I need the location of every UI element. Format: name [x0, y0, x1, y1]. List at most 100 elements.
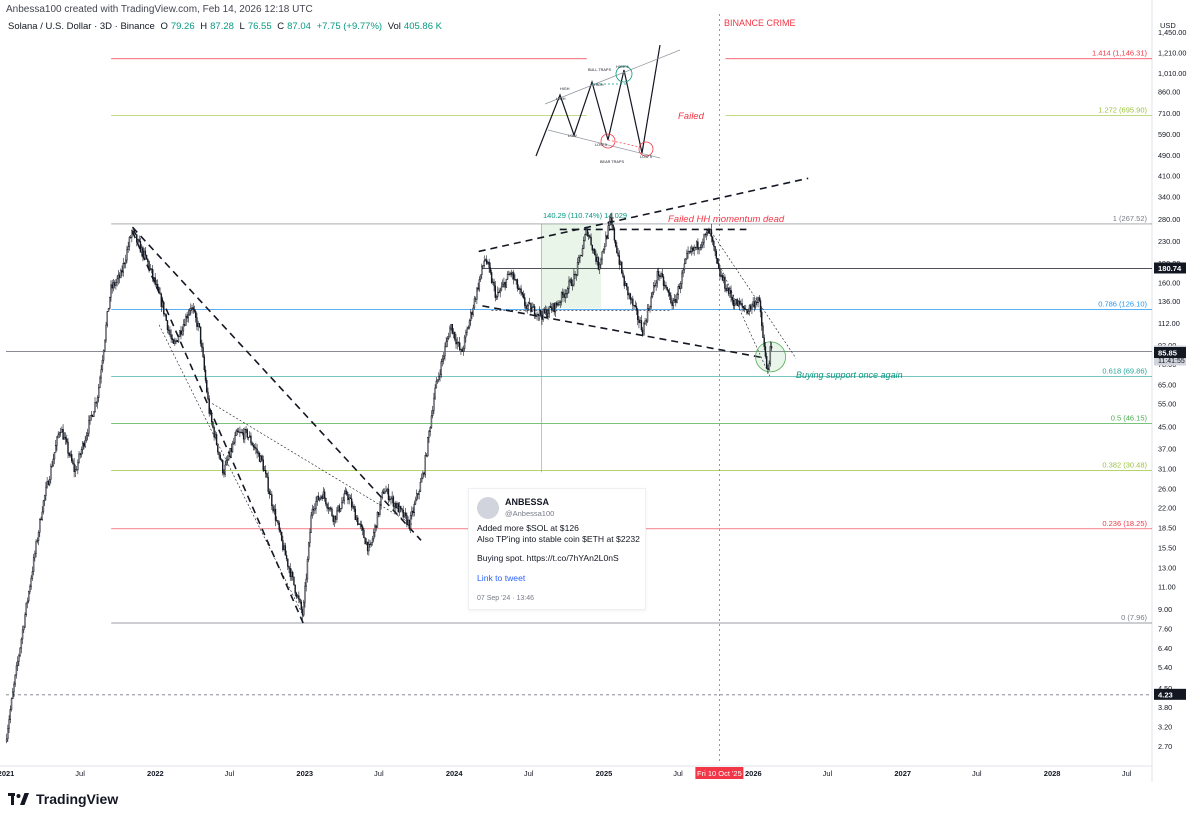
candle — [13, 681, 15, 698]
candle — [219, 452, 221, 461]
candle — [391, 491, 393, 504]
tweet-avatar — [477, 497, 499, 519]
candle-body — [532, 306, 535, 308]
candle-body — [440, 361, 442, 375]
candle — [190, 303, 192, 316]
candle-body — [83, 442, 85, 447]
candle — [624, 280, 627, 287]
candle-body — [735, 299, 737, 305]
candle — [39, 518, 41, 537]
tweet-card[interactable]: ANBESSA @Anbessa100 Added more $SOL at $… — [468, 488, 646, 610]
candle-body — [159, 292, 161, 295]
candle-body — [757, 297, 759, 303]
candle — [43, 494, 46, 506]
dashed-trendline — [131, 231, 304, 624]
candle — [548, 306, 551, 318]
candle — [139, 237, 142, 253]
candle — [688, 250, 691, 255]
candle — [458, 337, 461, 351]
candle — [96, 395, 99, 409]
candle-body — [718, 263, 720, 269]
candle-body — [382, 491, 385, 494]
candle — [504, 281, 506, 291]
candle — [751, 303, 753, 314]
candle-body — [552, 303, 554, 311]
candle-body — [522, 294, 525, 298]
inset-label: HIGH — [594, 83, 604, 87]
candle-body — [401, 508, 403, 511]
candle-body — [666, 287, 668, 291]
x-tick-label: 2026 — [745, 769, 762, 778]
candle-body — [569, 279, 571, 282]
candle — [707, 230, 709, 237]
candle-body — [403, 512, 406, 518]
candle — [148, 260, 150, 273]
time-axis[interactable]: 2021 Jul 2022 Jul 2023 Jul 2024 Jul 2025 Jul 2026 J… — [0, 767, 1132, 779]
candle-body — [493, 281, 495, 287]
candle — [684, 258, 687, 265]
candle-body — [138, 239, 140, 242]
candle-body — [579, 255, 581, 258]
candle-body — [457, 342, 460, 344]
candle-body — [422, 472, 424, 479]
candle — [174, 337, 176, 347]
candle — [61, 426, 63, 433]
candle — [466, 326, 468, 336]
candle — [307, 541, 310, 563]
candle — [154, 272, 156, 287]
candle — [748, 304, 751, 316]
candle — [326, 502, 328, 512]
candle — [182, 319, 185, 336]
candle — [632, 295, 634, 310]
candle-body — [441, 358, 444, 362]
candle-body — [380, 497, 382, 505]
candle — [323, 488, 326, 502]
candle — [381, 489, 384, 500]
candle-body — [420, 477, 423, 483]
candle — [656, 268, 659, 288]
candle-body — [740, 303, 742, 305]
candle — [183, 318, 186, 327]
candle — [659, 274, 661, 281]
candle — [209, 410, 212, 416]
candle-body — [576, 262, 579, 276]
low-value: 76.55 — [247, 21, 272, 32]
candle-body — [505, 278, 508, 288]
candle — [126, 245, 128, 264]
candle — [625, 282, 628, 291]
candle — [662, 274, 665, 291]
time-highlight-bg — [695, 767, 744, 779]
candle — [720, 271, 722, 278]
candle-body — [553, 303, 555, 313]
y-tick-label: 6.40 — [1158, 644, 1172, 653]
candle — [637, 308, 639, 326]
price-tag-label: 4.23 — [1158, 690, 1173, 699]
tweet-link[interactable]: Link to tweet — [477, 573, 526, 583]
candle-body — [644, 320, 646, 324]
candle — [759, 297, 762, 318]
tradingview-logo[interactable]: TradingView — [8, 791, 118, 807]
candle-body — [725, 288, 727, 292]
candle-body — [404, 512, 407, 516]
candle — [332, 514, 334, 526]
candle-body — [247, 436, 250, 439]
candle — [510, 269, 512, 278]
candle-body — [741, 303, 743, 307]
y-tick-label: 31.00 — [1158, 465, 1176, 474]
candle-body — [53, 452, 56, 460]
candle-body — [385, 490, 387, 493]
candle — [231, 440, 234, 454]
candle — [131, 229, 133, 243]
candle-body — [231, 443, 234, 452]
symbol-legend[interactable]: Solana / U.S. Dollar · 3D · Binance O 79.… — [8, 21, 445, 32]
candle — [225, 456, 228, 466]
candle — [568, 276, 570, 294]
candle — [258, 451, 261, 462]
candle — [298, 591, 300, 604]
candle — [37, 530, 40, 546]
candle-body — [662, 276, 665, 286]
candle-body — [207, 391, 209, 400]
candle — [757, 296, 759, 308]
